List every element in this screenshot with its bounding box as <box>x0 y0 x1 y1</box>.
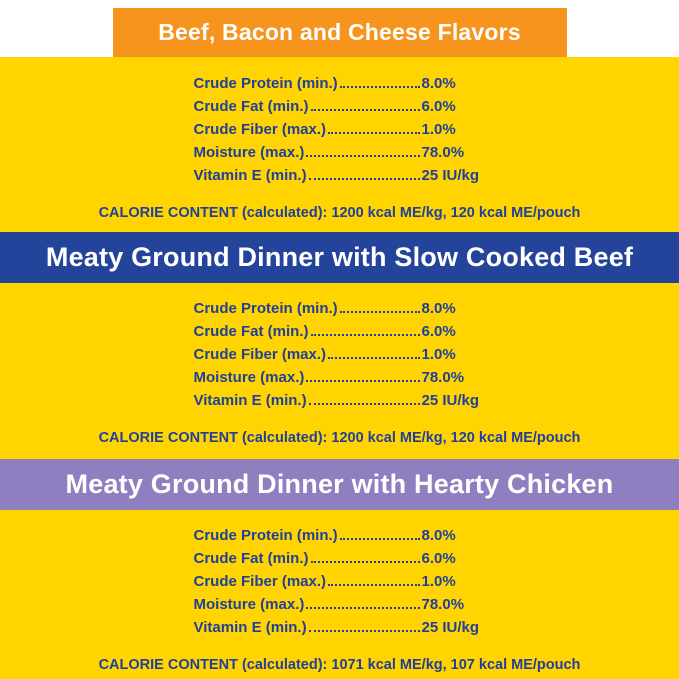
analysis-value: 1.0% <box>421 121 456 138</box>
analysis-row: Crude Fiber (max.) 1.0% <box>194 121 486 144</box>
analysis-value: 8.0% <box>421 75 456 92</box>
guaranteed-analysis-table: Crude Protein (min.) 8.0% Crude Fat (min… <box>194 75 486 190</box>
section-hearty-chicken: Crude Protein (min.) 8.0% Crude Fat (min… <box>0 510 679 679</box>
flavor-banner-slow-cooked-beef: Meaty Ground Dinner with Slow Cooked Bee… <box>0 232 679 283</box>
dotted-leader <box>306 380 420 382</box>
analysis-row: Vitamin E (min.) 25 IU/kg <box>194 167 486 190</box>
flavor-title: Meaty Ground Dinner with Slow Cooked Bee… <box>45 242 634 272</box>
analysis-row: Crude Protein (min.) 8.0% <box>194 300 486 323</box>
dotted-leader <box>328 132 420 134</box>
analysis-label: Crude Fat (min.) <box>193 323 309 340</box>
analysis-value: 6.0% <box>421 323 456 340</box>
dotted-leader <box>310 334 420 336</box>
analysis-label: Moisture (max.) <box>193 144 305 161</box>
analysis-row: Crude Fat (min.) 6.0% <box>194 323 486 346</box>
analysis-row: Vitamin E (min.) 25 IU/kg <box>194 619 486 642</box>
dotted-leader <box>308 630 420 632</box>
dotted-leader <box>339 311 420 313</box>
analysis-row: Crude Fiber (max.) 1.0% <box>194 573 486 596</box>
analysis-label: Crude Fiber (max.) <box>193 573 327 590</box>
flavor-title: Beef, Bacon and Cheese Flavors <box>158 19 521 45</box>
analysis-row: Moisture (max.) 78.0% <box>194 369 486 392</box>
analysis-value: 25 IU/kg <box>421 167 480 184</box>
analysis-value: 78.0% <box>421 596 465 613</box>
analysis-label: Vitamin E (min.) <box>193 619 307 636</box>
analysis-label: Crude Fat (min.) <box>193 550 309 567</box>
analysis-label: Moisture (max.) <box>193 596 305 613</box>
dotted-leader <box>308 178 420 180</box>
dotted-leader <box>328 357 420 359</box>
dotted-leader <box>310 109 420 111</box>
flavor-banner-hearty-chicken: Meaty Ground Dinner with Hearty Chicken <box>0 459 679 510</box>
dotted-leader <box>306 607 420 609</box>
dotted-leader <box>339 86 420 88</box>
analysis-value: 1.0% <box>421 573 456 590</box>
guaranteed-analysis-table: Crude Protein (min.) 8.0% Crude Fat (min… <box>194 300 486 415</box>
flavor-banner-beef-bacon-cheese: Beef, Bacon and Cheese Flavors <box>112 8 567 57</box>
analysis-value: 78.0% <box>421 144 465 161</box>
top-strip: Beef, Bacon and Cheese Flavors <box>0 0 679 57</box>
dotted-leader <box>339 538 420 540</box>
analysis-row: Crude Fiber (max.) 1.0% <box>194 346 486 369</box>
analysis-label: Crude Protein (min.) <box>193 300 338 317</box>
analysis-row: Crude Fat (min.) 6.0% <box>194 98 486 121</box>
analysis-value: 1.0% <box>421 346 456 363</box>
analysis-label: Vitamin E (min.) <box>193 392 307 409</box>
dotted-leader <box>328 584 420 586</box>
analysis-label: Crude Fiber (max.) <box>193 121 327 138</box>
dotted-leader <box>310 561 420 563</box>
analysis-value: 8.0% <box>421 300 456 317</box>
analysis-value: 25 IU/kg <box>421 392 480 409</box>
analysis-value: 25 IU/kg <box>421 619 480 636</box>
analysis-label: Vitamin E (min.) <box>193 167 307 184</box>
analysis-row: Moisture (max.) 78.0% <box>194 596 486 619</box>
analysis-value: 6.0% <box>421 550 456 567</box>
calorie-content: CALORIE CONTENT (calculated): 1071 kcal … <box>98 657 581 673</box>
section-slow-cooked-beef: Crude Protein (min.) 8.0% Crude Fat (min… <box>0 283 679 459</box>
section-beef-bacon-cheese: Crude Protein (min.) 8.0% Crude Fat (min… <box>0 57 679 232</box>
analysis-label: Crude Fat (min.) <box>193 98 309 115</box>
analysis-value: 78.0% <box>421 369 465 386</box>
analysis-row: Crude Fat (min.) 6.0% <box>194 550 486 573</box>
flavor-title: Meaty Ground Dinner with Hearty Chicken <box>65 469 614 499</box>
calorie-content: CALORIE CONTENT (calculated): 1200 kcal … <box>98 430 581 446</box>
analysis-label: Moisture (max.) <box>193 369 305 386</box>
analysis-row: Crude Protein (min.) 8.0% <box>194 527 486 550</box>
guaranteed-analysis-table: Crude Protein (min.) 8.0% Crude Fat (min… <box>194 527 486 642</box>
dotted-leader <box>306 155 420 157</box>
analysis-row: Vitamin E (min.) 25 IU/kg <box>194 392 486 415</box>
calorie-content: CALORIE CONTENT (calculated): 1200 kcal … <box>98 205 581 221</box>
analysis-row: Crude Protein (min.) 8.0% <box>194 75 486 98</box>
analysis-label: Crude Protein (min.) <box>193 527 338 544</box>
dotted-leader <box>308 403 420 405</box>
analysis-label: Crude Protein (min.) <box>193 75 338 92</box>
analysis-value: 8.0% <box>421 527 456 544</box>
analysis-value: 6.0% <box>421 98 456 115</box>
analysis-row: Moisture (max.) 78.0% <box>194 144 486 167</box>
analysis-label: Crude Fiber (max.) <box>193 346 327 363</box>
